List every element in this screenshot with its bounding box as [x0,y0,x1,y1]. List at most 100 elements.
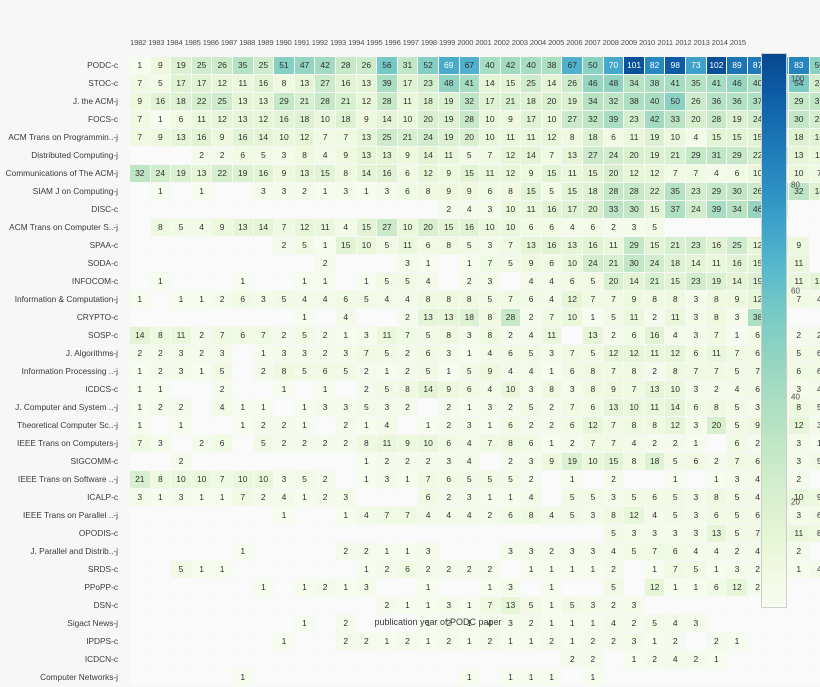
x-tick-label: 1985 [184,38,201,47]
heatmap-cell: 10 [789,489,809,506]
heatmap-cell: 2 [397,453,418,470]
heatmap-cell: 50 [665,93,686,110]
heatmap-cell: 6 [562,273,583,290]
heatmap-cell: 1 [253,579,274,596]
heatmap-cell: 20 [418,111,438,128]
heatmap-cell: 8 [603,507,624,524]
heatmap-cell [377,201,397,218]
heatmap-cell [191,309,212,326]
x-tick-label: 1998 [420,38,437,47]
heatmap-cell: 3 [459,327,480,344]
heatmap-cell: 2 [789,543,809,560]
heatmap-cell: 3 [356,327,377,344]
heatmap-cell: 21 [665,147,686,164]
heatmap-cell [212,273,232,290]
heatmap-cell: 6 [459,381,480,398]
heatmap-cell: 1 [418,579,438,596]
heatmap-cell [377,525,397,542]
heatmap-cell: 2 [212,291,232,308]
heatmap-cell: 3 [335,345,356,362]
heatmap-cell: 1 [150,273,171,290]
heatmap-cell [356,669,377,686]
heatmap-cell [212,633,232,650]
heatmap-cell [212,669,232,686]
x-tick-label: 2006 [566,38,583,47]
heatmap-cell: 19 [706,273,727,290]
heatmap-cell: 5 [624,543,644,560]
heatmap-cell: 11 [191,111,212,128]
heatmap-cell: 5 [644,219,665,236]
heatmap-cell [191,381,212,398]
y-tick-label: IEEE Trans on Parallel ..-j [23,510,118,520]
heatmap-cell: 1 [335,579,356,596]
heatmap-cell: 18 [809,183,820,200]
heatmap-row: 22323133237526314653751212111261176956 [130,345,820,362]
heatmap-cell: 9 [397,147,418,164]
heatmap-cell: 5 [212,363,232,380]
heatmap-cell: 8 [438,327,459,344]
heatmap-row: 53333135712118 [130,525,820,542]
heatmap-cell [644,669,665,686]
heatmap-cell [171,183,191,200]
heatmap-cell: 20 [686,111,706,128]
heatmap-cell: 5 [377,237,397,254]
y-tick-label: INFOCOM-c [71,276,118,286]
heatmap-cell: 9 [438,183,459,200]
heatmap-cell: 1 [562,615,583,632]
heatmap-cell: 1 [809,435,820,452]
heatmap-cell [294,633,315,650]
heatmap-cell [603,669,624,686]
heatmap-cell: 4 [603,543,624,560]
heatmap-cell [438,669,459,686]
heatmap-cell: 7 [335,129,356,146]
heatmap-cell: 17 [521,111,541,128]
heatmap-cell: 5 [459,363,480,380]
heatmap-cell: 13 [232,219,253,236]
heatmap-cell [232,453,253,470]
heatmap-cell: 6 [686,453,706,470]
heatmap-cell: 14 [356,165,377,182]
heatmap-cell [459,525,480,542]
heatmap-row: 7 1 6 11 12 13 12 16 18 10 18 9 14 10 20 19 28 10 9 17 10 27 3… [130,111,820,128]
heatmap-cell [438,525,459,542]
heatmap-cell: 5 [500,471,521,488]
heatmap-cell: 3 [274,147,294,164]
heatmap-cell [377,651,397,668]
heatmap-cell [171,273,191,290]
heatmap-cell: 6 [232,147,253,164]
heatmap-cell [232,255,253,272]
heatmap-cell: 20 [624,147,644,164]
heatmap-cell: 8 [418,183,438,200]
heatmap-cell: 1 [294,399,315,416]
heatmap-cell: 12 [624,165,644,182]
heatmap-cell: 9 [521,255,541,272]
heatmap-cell: 17 [480,93,500,110]
x-tick-label: 1997 [402,38,419,47]
heatmap-row: 8 5 4 9 13 14 7 12 11 4 15 27 10 20 15 16 10 10 6 6 4 6 2 3 5 [130,219,820,236]
heatmap-cell: 5 [665,507,686,524]
heatmap-cell [274,579,294,596]
heatmap-cell: 13 [356,129,377,146]
heatmap-cell: 6 [562,417,583,434]
y-tick-label: SODA-c [87,258,118,268]
heatmap-cell: 2 [665,633,686,650]
heatmap-cell: 2 [583,651,603,668]
heatmap-cell: 16 [377,165,397,182]
heatmap-cell [315,453,335,470]
x-tick-label: 1989 [257,38,274,47]
heatmap-cell: 8 [480,327,500,344]
heatmap-cell: 13 [562,237,583,254]
heatmap-cell: 8 [500,435,521,452]
heatmap-cell: 12 [541,129,562,146]
heatmap-cell [294,651,315,668]
heatmap-cell: 11 [377,435,397,452]
heatmap-cell: 8 [459,291,480,308]
x-axis-tick-labels: 1982 1983 1984 1985 1986 1987 1988 1989 1990 1991… [129,38,747,52]
heatmap-cell: 1 [356,183,377,200]
heatmap-cell [294,597,315,614]
heatmap-cell: 3 [686,489,706,506]
heatmap-cell [171,525,191,542]
heatmap-cell: 9 [809,489,820,506]
heatmap-cell [500,651,521,668]
heatmap-cell: 7 [789,291,809,308]
